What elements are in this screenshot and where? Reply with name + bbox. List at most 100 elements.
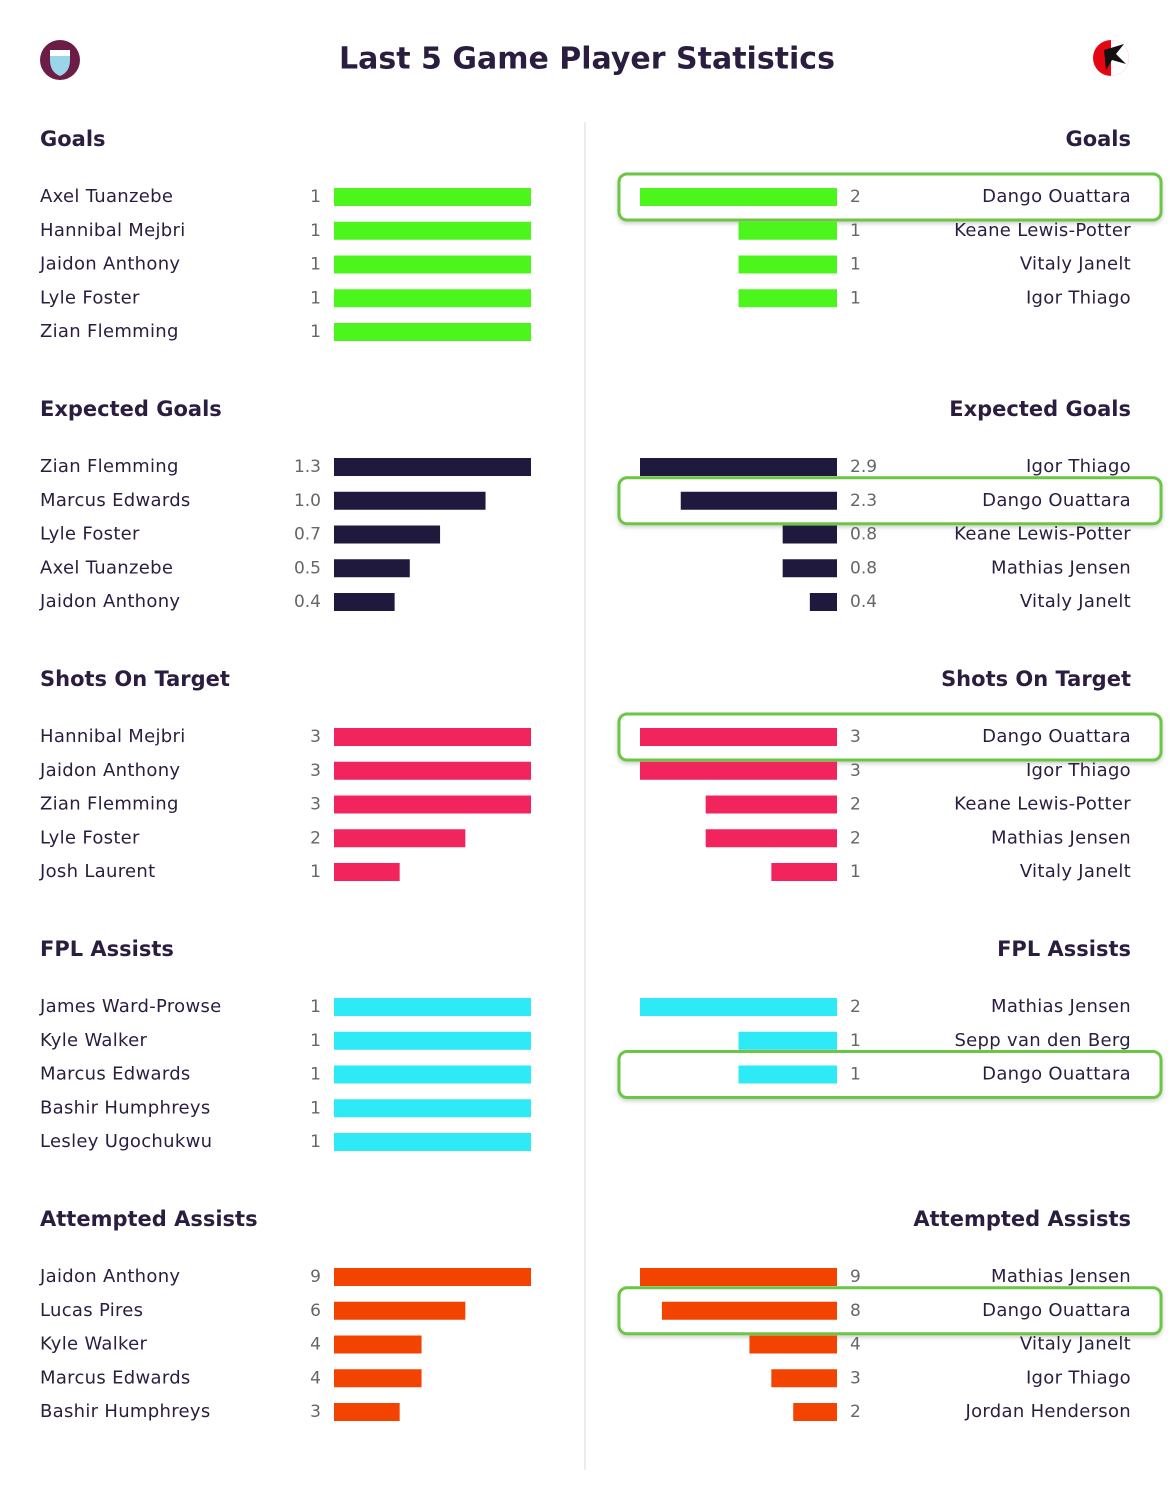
player-name: Axel Tuanzebe bbox=[40, 186, 173, 207]
stat-value: 0.4 bbox=[850, 592, 877, 612]
player-name: Keane Lewis-Potter bbox=[954, 220, 1131, 241]
stat-value: 3 bbox=[850, 727, 861, 747]
player-name: Vitaly Janelt bbox=[1020, 1334, 1131, 1355]
stat-bar bbox=[640, 761, 837, 780]
stat-value: 2.9 bbox=[850, 457, 877, 477]
player-name: Lyle Foster bbox=[40, 524, 140, 545]
player-name: Kyle Walker bbox=[40, 1030, 147, 1051]
stat-bar bbox=[738, 255, 837, 274]
highlight-box bbox=[617, 476, 1163, 526]
player-name: Igor Thiago bbox=[1026, 1367, 1131, 1388]
player-name: Marcus Edwards bbox=[40, 1367, 191, 1388]
stat-bar bbox=[334, 289, 531, 308]
stat-value: 3 bbox=[850, 1368, 861, 1388]
player-name: Zian Flemming bbox=[40, 794, 179, 815]
stat-value: 1 bbox=[310, 1132, 321, 1152]
stat-value: 1.3 bbox=[294, 457, 321, 477]
player-name: Lyle Foster bbox=[40, 287, 140, 308]
stat-bar bbox=[640, 728, 837, 746]
stat-value: 1 bbox=[310, 1098, 321, 1118]
stat-value: 1 bbox=[850, 255, 861, 275]
stat-bar bbox=[334, 323, 531, 341]
stat-bar bbox=[334, 998, 531, 1016]
highlight-box bbox=[617, 1286, 1163, 1336]
stat-value: 4 bbox=[310, 1335, 321, 1355]
stat-value: 2 bbox=[850, 187, 861, 207]
stat-bar bbox=[334, 863, 400, 881]
stat-value: 2 bbox=[850, 795, 861, 815]
player-name: Josh Laurent bbox=[39, 861, 155, 882]
player-name: Jaidon Anthony bbox=[39, 591, 180, 612]
player-name: Marcus Edwards bbox=[40, 490, 191, 511]
section-heading: Attempted Assists bbox=[913, 1207, 1131, 1231]
player-name: Jaidon Anthony bbox=[39, 254, 180, 275]
stat-value: 3 bbox=[850, 761, 861, 781]
stat-bar bbox=[334, 593, 395, 611]
stat-bar bbox=[738, 1031, 837, 1050]
stat-bar bbox=[738, 1065, 837, 1084]
stat-value: 1 bbox=[310, 862, 321, 882]
section-heading: Goals bbox=[1065, 127, 1131, 151]
section-heading: FPL Assists bbox=[40, 937, 174, 961]
stat-value: 3 bbox=[310, 761, 321, 781]
stat-bar bbox=[809, 593, 837, 611]
page-title: Last 5 Game Player Statistics bbox=[339, 42, 835, 77]
player-name: Dango Ouattara bbox=[982, 1064, 1131, 1085]
stat-value: 8 bbox=[850, 1301, 861, 1321]
stat-value: 0.8 bbox=[850, 525, 877, 545]
stat-bar bbox=[771, 863, 837, 881]
stat-value: 4 bbox=[310, 1368, 321, 1388]
stat-value: 3 bbox=[310, 727, 321, 747]
stat-bar bbox=[661, 1301, 837, 1320]
player-name: Vitaly Janelt bbox=[1020, 861, 1131, 882]
stat-bar bbox=[334, 188, 531, 206]
player-name: Jaidon Anthony bbox=[39, 1266, 180, 1287]
stat-value: 2 bbox=[310, 828, 321, 848]
player-name: Mathias Jensen bbox=[991, 827, 1131, 848]
stat-value: 1.0 bbox=[294, 491, 321, 511]
stat-bar bbox=[334, 1335, 422, 1354]
section-heading: Shots On Target bbox=[941, 667, 1131, 691]
player-name: Dango Ouattara bbox=[982, 186, 1131, 207]
stat-bar bbox=[334, 458, 531, 476]
stat-bar bbox=[793, 1403, 837, 1421]
stat-value: 3 bbox=[310, 795, 321, 815]
stat-bar bbox=[334, 1065, 531, 1084]
player-name: Keane Lewis-Potter bbox=[954, 524, 1131, 545]
stat-bar bbox=[334, 1369, 422, 1388]
stat-bar bbox=[680, 491, 837, 510]
player-name: Hannibal Mejbri bbox=[40, 726, 186, 747]
player-name: Bashir Humphreys bbox=[40, 1401, 211, 1422]
player-name: Jordan Henderson bbox=[964, 1401, 1131, 1422]
stat-value: 9 bbox=[850, 1267, 861, 1287]
stat-bar bbox=[334, 1403, 400, 1421]
highlight-box bbox=[617, 1050, 1163, 1099]
stat-value: 0.4 bbox=[294, 592, 321, 612]
stat-bar bbox=[640, 188, 837, 206]
player-name: Mathias Jensen bbox=[991, 1266, 1131, 1287]
player-name: Hannibal Mejbri bbox=[40, 220, 186, 241]
stat-bar bbox=[640, 458, 837, 476]
stat-bar bbox=[334, 255, 531, 274]
section-heading: FPL Assists bbox=[997, 937, 1131, 961]
stat-value: 0.8 bbox=[850, 558, 877, 578]
stat-bar bbox=[334, 559, 410, 578]
player-name: Mathias Jensen bbox=[991, 996, 1131, 1017]
stat-value: 1 bbox=[850, 1065, 861, 1085]
stat-value: 1 bbox=[850, 221, 861, 241]
player-name: Lucas Pires bbox=[40, 1300, 143, 1321]
player-name: Bashir Humphreys bbox=[40, 1097, 211, 1118]
player-name: Zian Flemming bbox=[40, 321, 179, 342]
stat-bar bbox=[334, 1099, 531, 1118]
stat-value: 1 bbox=[850, 1031, 861, 1051]
stat-bar bbox=[705, 829, 837, 848]
player-name: Dango Ouattara bbox=[982, 1300, 1131, 1321]
section-heading: Shots On Target bbox=[40, 667, 230, 691]
stat-value: 9 bbox=[310, 1267, 321, 1287]
stat-bar bbox=[334, 795, 531, 814]
stat-bar bbox=[334, 1301, 466, 1320]
player-name: Zian Flemming bbox=[40, 456, 179, 477]
stat-value: 2 bbox=[850, 1402, 861, 1422]
stat-value: 2 bbox=[850, 828, 861, 848]
